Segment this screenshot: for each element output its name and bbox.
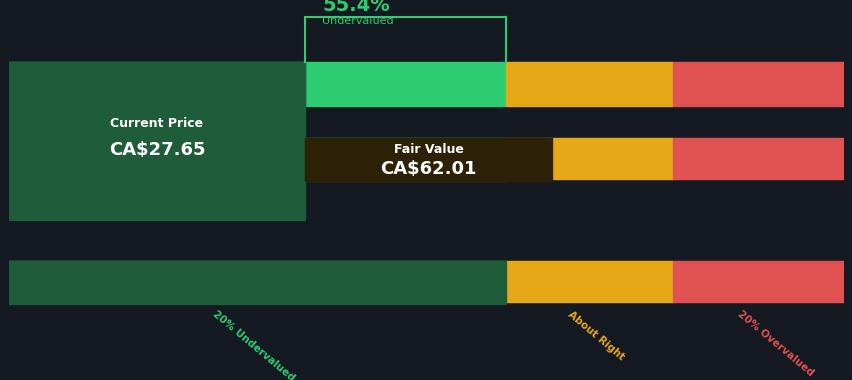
Bar <box>9 138 505 179</box>
Text: 20% Overvalued: 20% Overvalued <box>734 309 815 378</box>
Bar <box>9 62 505 106</box>
Bar <box>9 261 505 302</box>
Text: Fair Value: Fair Value <box>393 144 463 157</box>
Bar <box>9 62 305 108</box>
Bar <box>305 138 551 181</box>
Bar <box>505 261 672 302</box>
Text: CA$62.01: CA$62.01 <box>380 160 476 177</box>
Text: 20% Undervalued: 20% Undervalued <box>210 309 296 380</box>
Bar <box>9 138 505 181</box>
Text: 55.4%: 55.4% <box>321 0 389 15</box>
Bar <box>672 261 843 302</box>
Bar <box>505 138 672 179</box>
Text: Undervalued: Undervalued <box>321 16 393 26</box>
Bar <box>9 62 305 220</box>
Bar <box>505 62 672 106</box>
Bar <box>9 261 505 304</box>
Text: Current Price: Current Price <box>110 117 204 130</box>
Bar <box>672 62 843 106</box>
Bar <box>672 138 843 179</box>
Text: CA$27.65: CA$27.65 <box>108 141 205 159</box>
Text: About Right: About Right <box>566 309 626 362</box>
